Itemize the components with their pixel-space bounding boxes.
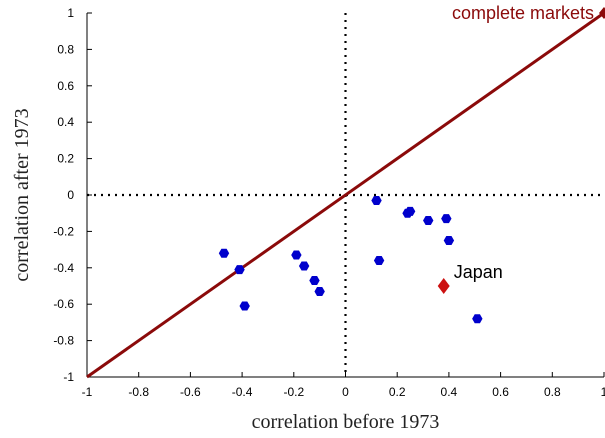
data-point (314, 286, 325, 296)
complete-markets-marker (599, 7, 605, 19)
x-tick-label: 1 (601, 385, 605, 399)
axes: -1 -0.8 -0.6 -0.4 -0.2 0 0.2 0.4 0.6 0.8 1 -1 -0.8 -0… (53, 6, 605, 399)
y-tick-label: 0 (67, 188, 74, 202)
y-tick-label: 0.8 (57, 42, 74, 56)
data-point (309, 276, 320, 286)
data-point (443, 236, 455, 245)
data-point (371, 195, 382, 205)
data-point (423, 215, 434, 225)
data-point (441, 214, 452, 224)
complete-markets-label: complete markets (452, 3, 594, 23)
japan-label: Japan (454, 262, 503, 282)
data-point (472, 314, 483, 324)
y-tick-label: -1 (63, 370, 74, 384)
x-tick-label: 0 (342, 385, 349, 399)
data-point (298, 261, 310, 271)
y-tick-label: -0.4 (53, 261, 74, 275)
data-point (234, 265, 245, 275)
diagonal-line (86, 11, 605, 379)
data-points (218, 195, 483, 324)
complete-markets-line: complete markets (86, 3, 605, 379)
x-tick-label: 0.4 (441, 385, 458, 399)
y-tick-label: -0.2 (53, 224, 74, 238)
x-tick-label: -1 (82, 385, 93, 399)
x-tick-label: -0.6 (180, 385, 201, 399)
x-tick-label: 0.8 (544, 385, 561, 399)
japan-highlight: Japan (437, 262, 503, 294)
y-tick-label: 0.4 (57, 115, 74, 129)
x-axis-title: correlation before 1973 (252, 411, 440, 433)
data-point (218, 248, 230, 258)
x-tick-label: -0.4 (232, 385, 253, 399)
y-tick-label: -0.8 (53, 334, 74, 348)
x-tick-label: -0.2 (283, 385, 304, 399)
japan-marker (437, 278, 450, 294)
y-tick-label: -0.6 (53, 297, 74, 311)
x-tick-label: 0.6 (492, 385, 509, 399)
data-point (373, 256, 385, 266)
y-tick-label: 0.6 (57, 79, 74, 93)
y-tick-label: 0.2 (57, 152, 74, 166)
y-tick-label: 1 (67, 6, 74, 20)
data-point (291, 250, 302, 260)
data-point (404, 206, 416, 216)
data-point (239, 301, 250, 311)
x-tick-label: -0.8 (128, 385, 149, 399)
y-axis-title: correlation after 1973 (11, 108, 33, 281)
x-tick-label: 0.2 (389, 385, 406, 399)
